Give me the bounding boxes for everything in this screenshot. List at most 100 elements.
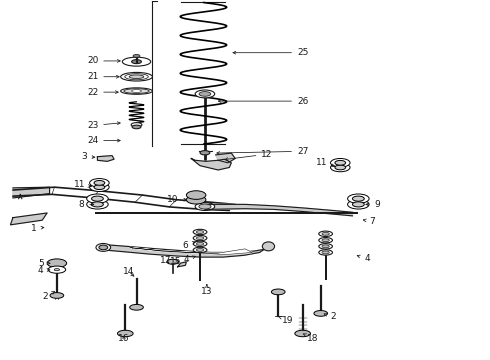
Text: 23: 23 [87, 121, 120, 130]
Ellipse shape [195, 90, 215, 98]
Ellipse shape [125, 74, 148, 80]
Ellipse shape [132, 90, 142, 93]
Text: 11: 11 [317, 158, 335, 167]
Ellipse shape [262, 242, 274, 251]
Polygon shape [205, 204, 352, 216]
Ellipse shape [196, 230, 204, 233]
Ellipse shape [295, 330, 311, 337]
Ellipse shape [90, 179, 109, 187]
Ellipse shape [319, 231, 332, 237]
Polygon shape [130, 247, 252, 255]
Ellipse shape [314, 311, 328, 316]
Ellipse shape [271, 289, 285, 295]
Ellipse shape [352, 202, 364, 207]
Ellipse shape [124, 89, 149, 93]
Ellipse shape [48, 266, 66, 273]
Ellipse shape [199, 91, 211, 96]
Ellipse shape [132, 125, 141, 129]
Text: 8: 8 [78, 200, 94, 209]
Ellipse shape [94, 180, 105, 185]
Text: 12: 12 [225, 150, 272, 161]
Ellipse shape [92, 196, 103, 201]
Text: 5: 5 [38, 259, 50, 268]
Ellipse shape [331, 158, 350, 167]
Ellipse shape [130, 305, 144, 310]
Ellipse shape [196, 242, 204, 245]
Ellipse shape [319, 238, 332, 243]
Ellipse shape [99, 245, 108, 250]
Text: 17: 17 [160, 256, 172, 265]
Text: 15: 15 [170, 257, 181, 266]
Text: 2: 2 [324, 312, 336, 321]
Ellipse shape [133, 54, 140, 57]
Ellipse shape [335, 161, 345, 165]
Ellipse shape [54, 269, 59, 271]
Text: 20: 20 [87, 57, 120, 66]
Ellipse shape [322, 245, 329, 248]
Ellipse shape [118, 330, 133, 337]
Text: 10: 10 [168, 195, 187, 204]
Text: 6: 6 [182, 241, 196, 250]
Ellipse shape [186, 195, 206, 204]
Ellipse shape [50, 293, 64, 298]
Polygon shape [191, 158, 231, 170]
Polygon shape [98, 156, 114, 161]
Text: 9: 9 [366, 200, 380, 209]
Ellipse shape [122, 57, 151, 66]
Ellipse shape [90, 183, 109, 192]
Ellipse shape [87, 200, 108, 209]
Ellipse shape [322, 239, 329, 242]
Ellipse shape [352, 196, 364, 201]
Polygon shape [103, 244, 269, 257]
Ellipse shape [193, 229, 207, 235]
Text: 22: 22 [87, 87, 118, 96]
Ellipse shape [193, 247, 207, 253]
Ellipse shape [195, 203, 215, 211]
Ellipse shape [199, 204, 211, 209]
Polygon shape [13, 187, 49, 198]
Text: 18: 18 [303, 334, 318, 343]
Polygon shape [10, 213, 47, 225]
Ellipse shape [167, 259, 178, 264]
Text: 13: 13 [201, 284, 213, 296]
Text: 27: 27 [217, 147, 308, 156]
Text: 21: 21 [87, 72, 119, 81]
Ellipse shape [121, 88, 152, 94]
Ellipse shape [96, 243, 111, 251]
Text: 4: 4 [38, 266, 50, 275]
Ellipse shape [131, 123, 142, 127]
Text: 19: 19 [279, 316, 294, 325]
Ellipse shape [331, 163, 350, 172]
Text: 26: 26 [219, 96, 308, 105]
Text: 4: 4 [184, 255, 196, 264]
Ellipse shape [129, 75, 144, 78]
Ellipse shape [186, 191, 206, 199]
Ellipse shape [319, 244, 332, 249]
Ellipse shape [132, 60, 142, 64]
Ellipse shape [319, 250, 332, 255]
Ellipse shape [322, 251, 329, 254]
Text: 7: 7 [363, 217, 375, 226]
Ellipse shape [322, 232, 329, 235]
Text: 14: 14 [123, 267, 134, 276]
Ellipse shape [196, 248, 204, 251]
Ellipse shape [87, 194, 108, 203]
Text: 4: 4 [357, 255, 370, 264]
Ellipse shape [47, 259, 67, 267]
Ellipse shape [193, 235, 207, 241]
Text: 3: 3 [81, 152, 95, 161]
Ellipse shape [347, 200, 369, 209]
Ellipse shape [200, 150, 210, 155]
Text: 2: 2 [43, 292, 55, 301]
Ellipse shape [94, 185, 105, 189]
Text: 16: 16 [118, 334, 129, 343]
Text: 25: 25 [233, 48, 308, 57]
Text: 1: 1 [31, 224, 44, 233]
Text: 24: 24 [87, 136, 120, 145]
Ellipse shape [335, 165, 345, 170]
Polygon shape [216, 153, 235, 163]
Ellipse shape [92, 202, 103, 207]
Ellipse shape [347, 194, 369, 203]
Ellipse shape [193, 241, 207, 247]
Text: 11: 11 [74, 180, 91, 189]
